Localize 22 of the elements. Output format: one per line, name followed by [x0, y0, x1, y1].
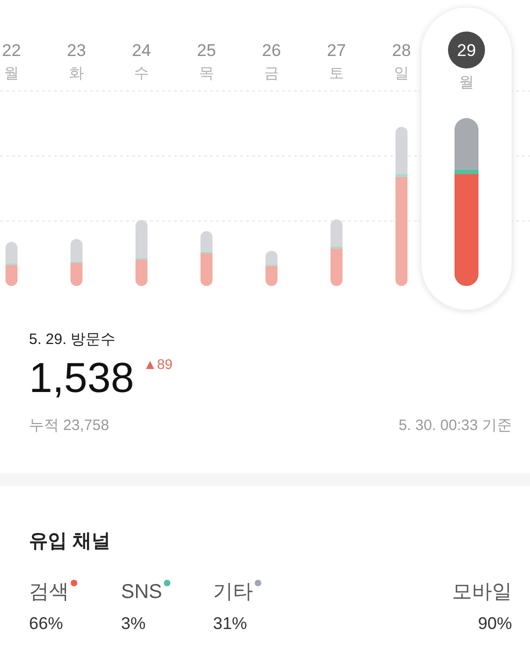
text: 3% — [121, 614, 146, 633]
text: 90% — [478, 614, 512, 633]
text: ▲89 — [143, 356, 173, 372]
category-label: SNS — [121, 581, 162, 603]
x-tick-label: 23 화 — [67, 41, 86, 82]
text: 유입 채널 — [29, 531, 110, 552]
category-label: 검색 — [29, 581, 69, 603]
x-tick-label: 22 월 — [2, 41, 21, 82]
category-label: 모바일 — [452, 581, 512, 603]
text: 31% — [213, 614, 248, 633]
x-tick-label: 24 수 — [132, 41, 151, 82]
x-tick-label: 29 월 — [457, 41, 476, 91]
text: 5. 29. 방문수 — [29, 331, 116, 348]
x-tick-label: 26 금 — [262, 41, 281, 82]
text: 5. 30. 00:33 기준 — [398, 417, 512, 434]
x-tick-label: 27 토 — [327, 41, 346, 82]
category-label: 기타 — [213, 581, 253, 603]
text: 1,538 — [29, 354, 134, 401]
text: 66% — [29, 614, 64, 633]
text: 누적 23,758 — [29, 417, 110, 434]
x-tick-label: 25 목 — [197, 41, 216, 82]
x-tick-label: 28 일 — [392, 41, 411, 82]
